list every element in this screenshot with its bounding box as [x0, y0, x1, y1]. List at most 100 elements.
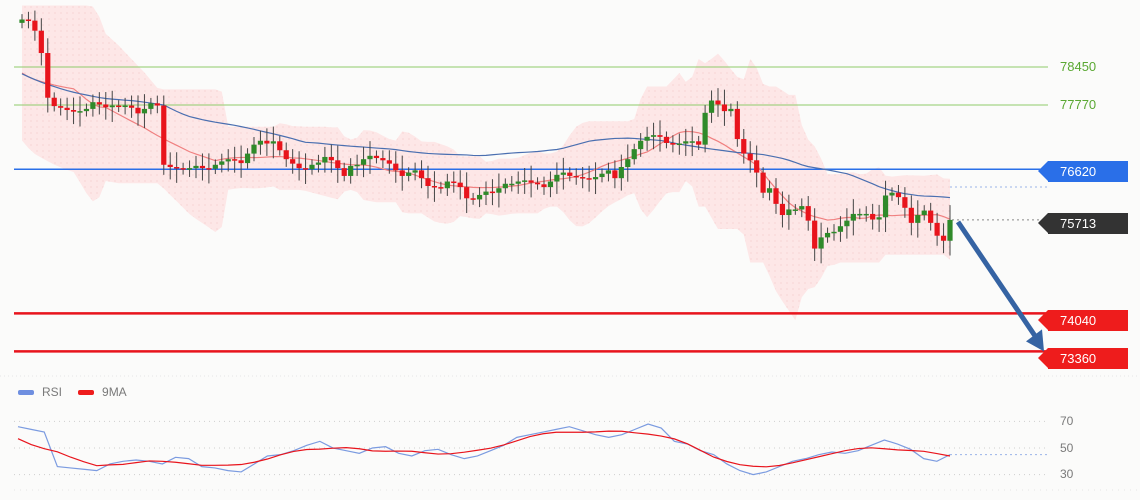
candle [947, 219, 953, 241]
candle [206, 168, 212, 170]
candle [644, 136, 650, 141]
candle [734, 108, 740, 140]
candle [219, 161, 225, 165]
candle [940, 235, 947, 241]
legend-9ma-label: 9MA [102, 385, 127, 399]
candle [812, 220, 818, 249]
candle [225, 159, 231, 162]
candle [25, 19, 32, 22]
candle [824, 232, 831, 238]
candle [51, 97, 57, 107]
candle [367, 155, 373, 160]
candle [509, 183, 515, 186]
candle [128, 105, 135, 108]
candle [779, 203, 786, 216]
candle [766, 188, 773, 193]
candle [186, 168, 193, 170]
candle [534, 182, 541, 185]
candle [870, 213, 876, 220]
candle [77, 111, 83, 113]
candle [322, 156, 328, 163]
candle [399, 170, 405, 176]
candle [850, 213, 856, 221]
candle [522, 180, 528, 182]
rsi-tick-70: 70 [1060, 414, 1074, 428]
candle [238, 160, 244, 164]
candle [702, 112, 708, 145]
candle [863, 213, 869, 216]
candle [676, 143, 682, 146]
candle [689, 141, 695, 143]
candle [315, 162, 322, 165]
bollinger-band [22, 5, 950, 321]
candle [786, 209, 792, 216]
candle [444, 181, 450, 189]
candle [83, 108, 90, 112]
candle [889, 192, 895, 196]
candle [96, 102, 102, 105]
candle [212, 164, 218, 169]
candle [122, 105, 128, 108]
rsi-panel [14, 420, 1140, 491]
candle [38, 30, 44, 54]
candle [476, 194, 483, 200]
candle [721, 104, 728, 112]
candle [496, 188, 502, 193]
candle [567, 172, 573, 176]
candle [116, 105, 122, 108]
candle [792, 209, 798, 211]
candle [418, 170, 425, 179]
candle [135, 107, 141, 114]
candle [354, 164, 360, 167]
candle [580, 177, 586, 179]
candle [244, 153, 251, 164]
rsi-tick-50: 50 [1060, 441, 1074, 455]
candle [844, 220, 850, 227]
candle [283, 150, 289, 160]
candle [451, 181, 457, 184]
legend-9ma: 9MA [78, 385, 127, 399]
candle [831, 231, 837, 234]
candle [19, 19, 25, 23]
candle [631, 149, 637, 160]
candle [528, 180, 534, 183]
candle [360, 159, 367, 165]
candle [573, 175, 579, 178]
candle [232, 159, 238, 161]
candle [373, 155, 380, 159]
candle [657, 135, 663, 137]
candle [857, 213, 863, 216]
legend-rsi: RSI [18, 385, 62, 399]
candle [70, 110, 77, 112]
candle [934, 222, 940, 236]
candle [560, 172, 566, 175]
candle [64, 107, 70, 111]
candle [193, 165, 199, 169]
candle [257, 140, 264, 145]
candle [741, 139, 747, 154]
candle [715, 100, 721, 105]
candle [296, 163, 302, 169]
candle [908, 207, 914, 223]
candle [380, 158, 386, 161]
candle [605, 170, 612, 174]
candle [805, 206, 811, 221]
candle [650, 135, 657, 137]
candle [928, 210, 934, 223]
candle [251, 144, 257, 154]
candle [618, 167, 624, 179]
candle [592, 177, 599, 180]
candle [174, 167, 180, 169]
candle [167, 164, 173, 167]
candle [483, 191, 489, 195]
candle [799, 206, 805, 210]
legend-rsi-label: RSI [42, 385, 63, 399]
candle [309, 164, 315, 170]
candle [921, 210, 927, 216]
candle [141, 108, 148, 114]
candle [902, 197, 908, 208]
candle [199, 165, 206, 169]
candle [161, 105, 167, 165]
support-1-tag: 74040 [1038, 310, 1128, 331]
